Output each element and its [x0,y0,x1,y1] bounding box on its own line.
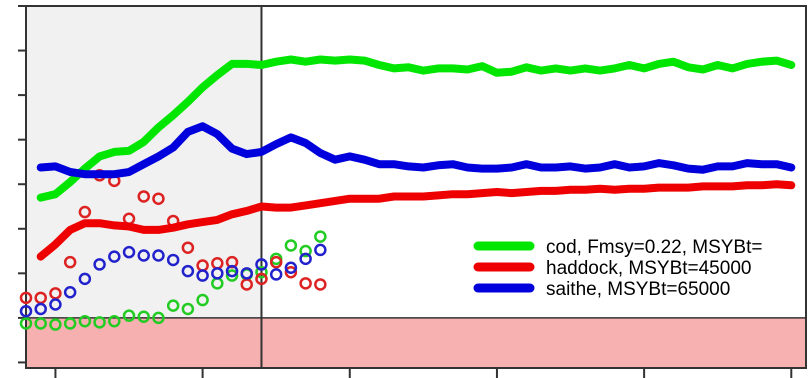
cod-point [225,269,239,282]
saithe-point [225,264,239,278]
haddock-point [299,277,312,290]
haddock-point [181,241,195,254]
saithe-point [34,302,47,316]
saithe-point [122,245,136,259]
series-line-1 [36,55,796,202]
saithe-point [196,269,209,282]
legend-label-2: haddock, MSYBt=45000 [546,258,751,279]
cod-point [181,302,195,316]
saithe-point [19,304,33,318]
saithe-point [299,252,312,266]
cod-point [166,299,180,312]
haddock-point [137,190,150,203]
plot-frame [25,5,807,369]
saithe-point [211,267,224,280]
haddock-point [19,291,33,305]
cod-point [19,317,33,330]
saithe-point [269,268,283,281]
legend: cod, Fmsy=0.22, MSYBt=haddock, MSYBt=450… [473,237,762,300]
cod-point [78,314,92,328]
saithe-point [78,272,92,286]
saithe-point [93,258,106,271]
haddock-point [78,205,92,219]
cod-point [93,316,106,329]
haddock-point [63,255,77,269]
series-line-3 [36,122,796,179]
haddock-point [255,272,268,286]
saithe-point [166,253,180,267]
cod-point [196,293,209,307]
series-line-2 [36,180,796,261]
series-lines [36,55,796,261]
saithe-point [255,258,268,271]
saithe-point [284,261,298,275]
cod-point [299,244,312,258]
cod-point [152,311,165,325]
haddock-point [284,265,298,279]
saithe-point [137,249,150,262]
below-zero-region [26,317,806,368]
saithe-point [240,267,254,280]
cod-point [49,318,62,331]
saithe-point [63,286,77,299]
cod-point [108,314,121,328]
haddock-point [314,278,327,291]
cod-point [34,317,47,330]
cod-point [63,317,77,330]
saithe-point [49,298,62,311]
cod-point [314,230,327,243]
saithe-point [181,264,195,278]
cod-point [122,309,136,322]
saithe-point [108,250,121,263]
legend-label-3: saithe, MSYBt=65000 [546,279,730,300]
saithe-point [314,243,327,257]
haddock-point [269,255,283,269]
cod-point [137,310,150,324]
cod-point [255,265,268,279]
haddock-point [152,192,165,205]
saithe-point [152,249,165,262]
cod-point [284,239,298,252]
legend-label-1: cod, Fmsy=0.22, MSYBt= [546,237,762,258]
point-markers [19,169,327,331]
